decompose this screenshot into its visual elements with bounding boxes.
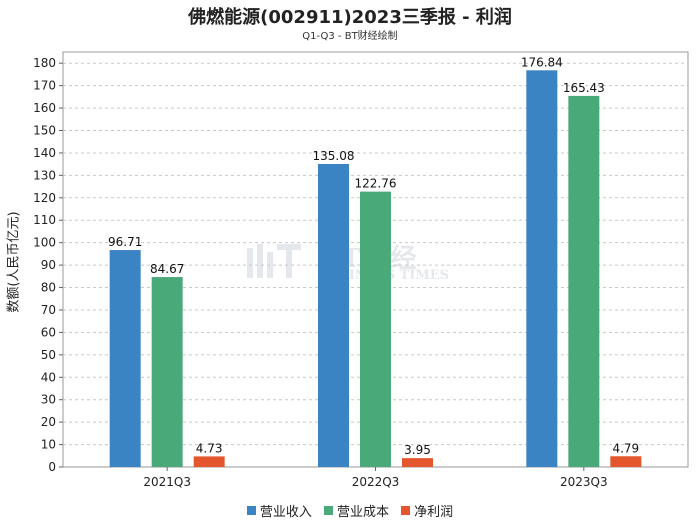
- bar-value-label: 165.43: [563, 81, 605, 95]
- legend-swatch-net-profit: [401, 506, 411, 515]
- chart-title: 佛燃能源(002911)2023三季报 - 利润: [188, 7, 512, 28]
- bar: [193, 456, 225, 467]
- bar-value-label: 96.71: [108, 235, 142, 249]
- legend-label-net-profit: 净利润: [414, 505, 454, 520]
- bar: [568, 95, 600, 467]
- bar: [610, 456, 642, 467]
- legend-item-net-profit: 净利润: [401, 501, 453, 520]
- x-tick-label: 2022Q3: [352, 475, 400, 489]
- y-tick-label: 20: [41, 415, 56, 429]
- y-tick-label: 120: [33, 191, 56, 205]
- bar-value-label: 84.67: [150, 262, 184, 276]
- bar-value-label: 4.79: [612, 441, 639, 455]
- bar-value-label: 3.95: [404, 443, 431, 457]
- chart-subtitle: Q1-Q3 - BT财经绘制: [302, 31, 398, 42]
- y-tick-label: 10: [41, 438, 56, 452]
- bar: [526, 70, 558, 467]
- y-tick-label: 80: [41, 281, 56, 295]
- y-tick-label: 150: [33, 124, 56, 138]
- bar: [318, 163, 349, 467]
- y-tick-label: 160: [33, 101, 56, 115]
- y-tick-label: 50: [41, 348, 56, 362]
- y-tick-label: 100: [33, 236, 56, 250]
- bar-value-label: 135.08: [313, 149, 355, 163]
- y-tick-label: 170: [33, 79, 56, 93]
- legend-swatch-revenue: [246, 506, 256, 515]
- bar-value-label: 4.73: [196, 441, 223, 455]
- legend-item-cost: 营业成本: [323, 501, 389, 520]
- bar-value-label: 176.84: [521, 55, 563, 69]
- y-tick-label: 30: [41, 393, 56, 407]
- legend-item-revenue: 营业收入: [246, 501, 312, 520]
- bar: [402, 458, 433, 467]
- bar: [360, 191, 391, 468]
- x-tick-label: 2023Q3: [560, 475, 608, 489]
- y-tick-label: 110: [33, 213, 56, 227]
- y-tick-label: 140: [33, 146, 56, 160]
- y-tick-label: 60: [41, 325, 56, 339]
- bar-value-label: 122.76: [355, 177, 397, 191]
- legend-swatch-cost: [323, 506, 333, 515]
- y-tick-label: 70: [41, 303, 56, 317]
- legend-label-revenue: 营业收入: [259, 505, 312, 520]
- y-tick-label: 40: [41, 370, 56, 384]
- y-tick-label: 90: [41, 258, 56, 272]
- bar: [109, 250, 141, 467]
- y-tick-label: 130: [33, 168, 56, 182]
- chart-legend: 营业收入 营业成本 净利润: [0, 501, 700, 520]
- y-axis-label: 数额(人民币亿元): [6, 211, 22, 313]
- y-tick-label: 180: [33, 56, 56, 70]
- y-tick-label: 0: [48, 460, 56, 474]
- bar: [151, 277, 183, 467]
- legend-label-cost: 营业成本: [336, 505, 389, 520]
- x-tick-label: 2021Q3: [143, 475, 191, 489]
